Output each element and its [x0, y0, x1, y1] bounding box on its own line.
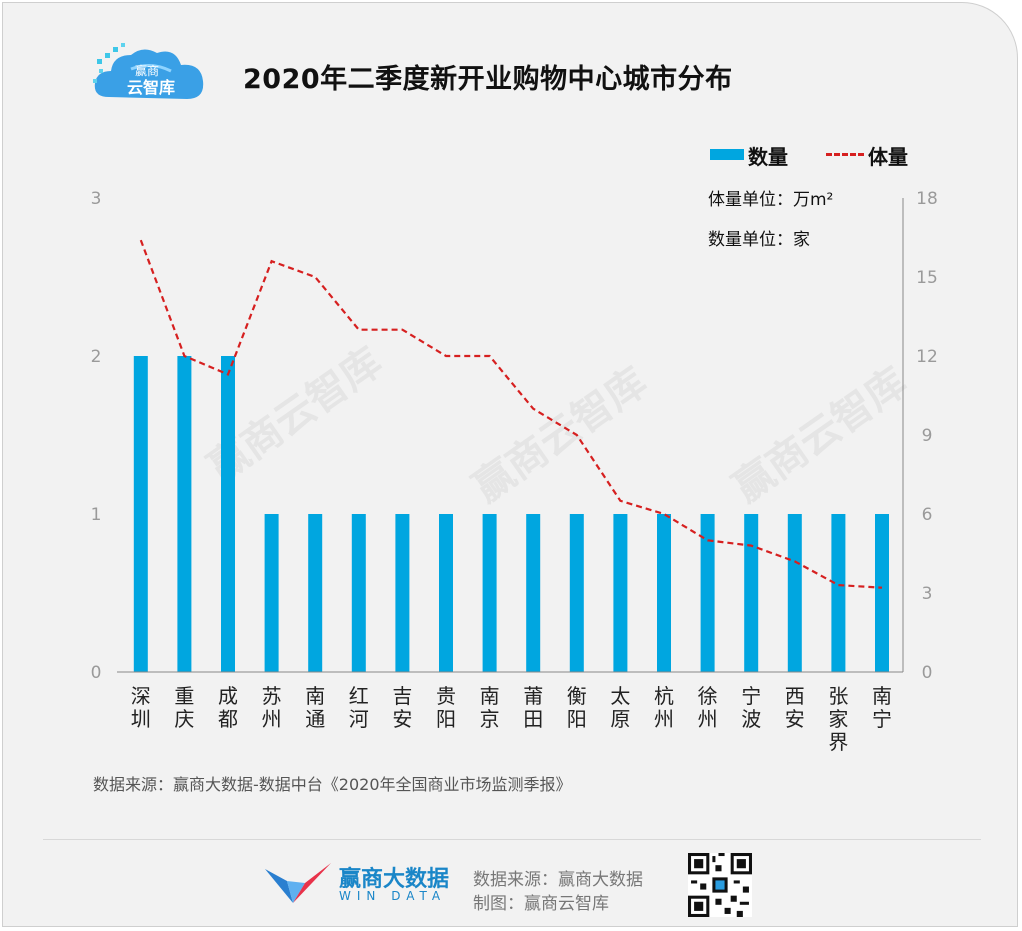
chart-title: 2020年二季度新开业购物中心城市分布 — [243, 64, 733, 95]
x-tick-label: 杭州 — [654, 684, 674, 731]
qr-code-icon — [688, 853, 752, 917]
x-tick-label: 太原 — [610, 684, 630, 731]
right-tick-label: 9 — [922, 426, 933, 446]
bar-西安 — [787, 514, 802, 672]
legend-bar-label: 数量 — [748, 145, 788, 169]
bar-宁波 — [744, 514, 759, 672]
bar-张家界 — [831, 514, 846, 672]
bar-衡阳 — [569, 514, 584, 672]
footer-source: 数据来源：赢商大数据 — [473, 870, 643, 890]
x-tick-label: 南京 — [480, 684, 500, 731]
bar-苏州 — [264, 514, 279, 672]
left-tick-label: 2 — [91, 347, 102, 367]
x-tick-label: 南通 — [305, 684, 325, 731]
right-tick-label: 18 — [916, 189, 938, 209]
left-tick-label: 1 — [91, 505, 102, 525]
x-tick-label: 红河 — [349, 684, 369, 731]
x-tick-label: 成都 — [218, 684, 238, 731]
x-tick-label: 重庆 — [174, 684, 194, 731]
right-tick-label: 15 — [916, 268, 938, 288]
bar-莆田 — [526, 514, 541, 672]
win-data-logo-icon — [265, 863, 331, 903]
left-tick-label: 3 — [91, 189, 102, 209]
bar-贵阳 — [439, 514, 453, 672]
cloud-logo-icon: 赢商 云智库 — [93, 43, 204, 99]
legend-line-swatch — [826, 153, 864, 156]
left-axis-ticks: 0 1 2 3 — [91, 189, 102, 683]
brand-name: 赢商大数据 — [339, 867, 450, 892]
x-tick-label: 衡阳 — [567, 684, 587, 731]
right-tick-label: 12 — [916, 347, 938, 367]
logo-line1: 赢商 — [135, 63, 159, 78]
x-tick-label: 贵阳 — [436, 684, 456, 731]
footer-made-by: 制图：赢商云智库 — [473, 894, 609, 914]
right-tick-label: 6 — [922, 505, 933, 525]
brand-subtitle: WIN DATA — [339, 889, 447, 903]
legend-line-label: 体量 — [868, 145, 908, 169]
x-tick-label: 苏州 — [262, 684, 282, 731]
bar-杭州 — [657, 514, 671, 672]
right-axis-ticks: 0 3 6 9 12 15 18 — [916, 189, 938, 683]
bar-南通 — [308, 514, 323, 672]
x-tick-label: 宁波 — [741, 684, 761, 731]
x-tick-label: 深圳 — [131, 684, 151, 731]
count-unit-note: 数量单位：家 — [708, 230, 810, 250]
x-tick-label: 徐州 — [698, 684, 718, 731]
left-tick-label: 0 — [91, 663, 102, 683]
footer-divider — [43, 839, 981, 840]
x-tick-label: 西安 — [785, 684, 805, 731]
right-tick-label: 3 — [922, 584, 933, 604]
data-source: 数据来源：赢商大数据-数据中台《2020年全国商业市场监测季报》 — [93, 775, 572, 794]
bar-太原 — [613, 514, 628, 672]
volume-line — [139, 239, 883, 589]
x-tick-label: 莆田 — [523, 684, 543, 731]
right-tick-label: 0 — [922, 663, 933, 683]
bar-南京 — [482, 514, 497, 672]
bar-红河 — [351, 514, 366, 672]
bar-成都 — [221, 356, 235, 672]
volume-unit-note: 体量单位：万m² — [708, 190, 834, 210]
x-tick-label: 南宁 — [872, 684, 892, 731]
x-tick-label: 张家界 — [828, 684, 848, 754]
bar-吉安 — [395, 514, 410, 672]
logo-line2: 云智库 — [127, 78, 175, 97]
bar-南宁 — [875, 514, 889, 672]
bar-徐州 — [700, 514, 715, 672]
bar-series — [133, 356, 889, 672]
x-tick-label: 吉安 — [392, 684, 412, 731]
legend-bar-swatch — [710, 149, 744, 160]
bar-重庆 — [177, 356, 192, 672]
bar-深圳 — [133, 356, 148, 672]
